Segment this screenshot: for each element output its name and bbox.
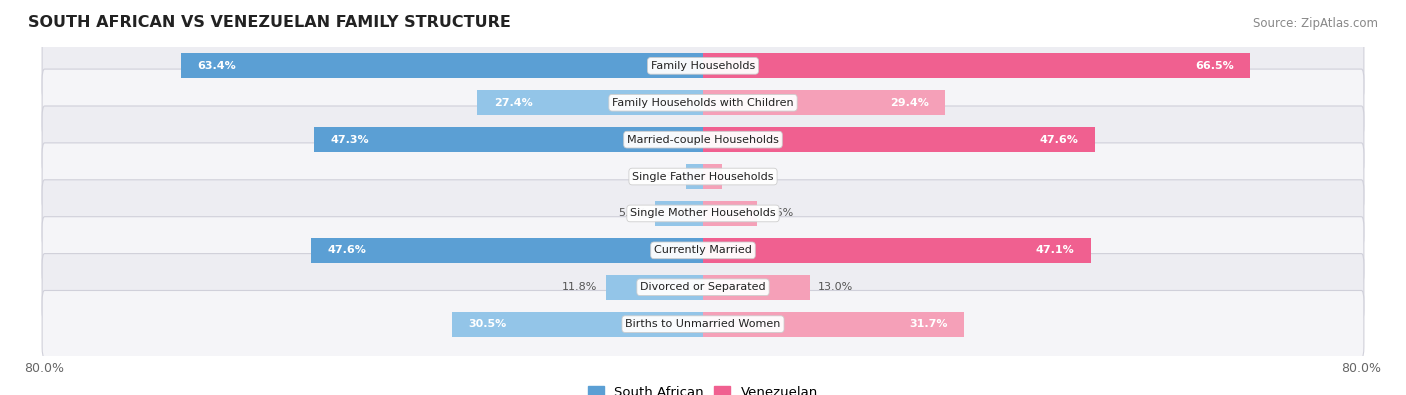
Text: 11.8%: 11.8% [562,282,598,292]
Text: 13.0%: 13.0% [818,282,853,292]
Bar [703,90,945,115]
FancyBboxPatch shape [42,180,1364,247]
Text: Family Households: Family Households [651,61,755,71]
Text: 47.3%: 47.3% [330,135,368,145]
Text: 2.3%: 2.3% [730,171,758,182]
FancyBboxPatch shape [42,32,1364,100]
Text: SOUTH AFRICAN VS VENEZUELAN FAMILY STRUCTURE: SOUTH AFRICAN VS VENEZUELAN FAMILY STRUC… [28,15,510,30]
Text: Family Households with Children: Family Households with Children [612,98,794,108]
Text: 47.6%: 47.6% [328,245,367,255]
Text: 5.8%: 5.8% [619,209,647,218]
Text: Currently Married: Currently Married [654,245,752,255]
Text: 47.1%: 47.1% [1035,245,1074,255]
Text: 6.6%: 6.6% [765,209,794,218]
Bar [478,90,703,115]
Bar [703,164,721,189]
Bar [703,127,1095,152]
Text: 31.7%: 31.7% [908,319,948,329]
Text: 63.4%: 63.4% [198,61,236,71]
Text: Divorced or Separated: Divorced or Separated [640,282,766,292]
Bar [181,53,703,78]
Text: Single Father Households: Single Father Households [633,171,773,182]
FancyBboxPatch shape [42,69,1364,136]
Legend: South African, Venezuelan: South African, Venezuelan [582,381,824,395]
Bar [311,238,703,263]
Text: 27.4%: 27.4% [494,98,533,108]
Bar [655,201,703,226]
Bar [703,53,1250,78]
Text: Source: ZipAtlas.com: Source: ZipAtlas.com [1253,17,1378,30]
Bar [703,238,1091,263]
Text: 2.1%: 2.1% [650,171,678,182]
FancyBboxPatch shape [42,143,1364,210]
Bar [703,275,810,300]
Text: 66.5%: 66.5% [1195,61,1234,71]
Text: 47.6%: 47.6% [1039,135,1078,145]
FancyBboxPatch shape [42,106,1364,173]
FancyBboxPatch shape [42,254,1364,321]
Text: Single Mother Households: Single Mother Households [630,209,776,218]
Bar [314,127,703,152]
Bar [703,312,965,337]
FancyBboxPatch shape [42,217,1364,284]
Text: 30.5%: 30.5% [468,319,506,329]
Bar [686,164,703,189]
Text: Births to Unmarried Women: Births to Unmarried Women [626,319,780,329]
Bar [703,201,758,226]
Text: 29.4%: 29.4% [890,98,928,108]
Text: Married-couple Households: Married-couple Households [627,135,779,145]
Bar [451,312,703,337]
FancyBboxPatch shape [42,290,1364,358]
Bar [606,275,703,300]
